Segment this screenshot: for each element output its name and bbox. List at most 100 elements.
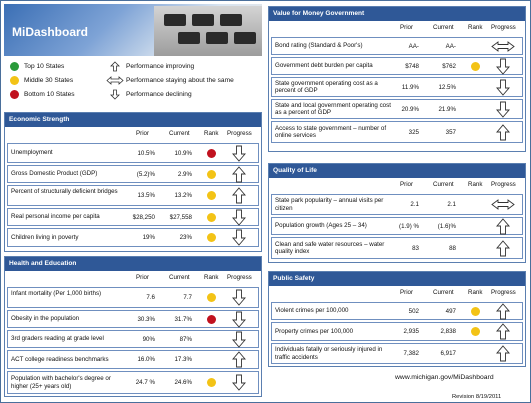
column-headers: Prior Current Rank Progress <box>5 271 261 283</box>
metric-label: Government debt burden per capita <box>275 62 373 70</box>
arrow-up-icon <box>232 351 246 368</box>
rank-yellow-dot <box>207 212 216 222</box>
footer-revision: Revision 8/19/2011 <box>452 394 502 400</box>
metric-current: 6,917 <box>440 350 456 357</box>
metric-row: Percent of structurally deficient bridge… <box>7 185 259 206</box>
column-headers: Prior Current Rank Progress <box>269 178 525 190</box>
metric-current: 21.9% <box>438 105 456 113</box>
column-header-prior: Prior <box>400 24 414 31</box>
arrow-down-icon <box>496 101 510 118</box>
metric-label: Population growth (Ages 25 – 34) <box>275 222 367 230</box>
metric-prior: $748 <box>405 62 419 70</box>
metric-prior: 325 <box>408 128 419 136</box>
metric-row: Infant mortality (Per 1,000 births) 7.6 7.… <box>7 287 259 308</box>
metric-prior: AA- <box>408 42 419 50</box>
metric-prior: $28,250 <box>132 213 155 221</box>
metric-label: State and local government operating cos… <box>275 101 391 116</box>
rank-yellow-dot <box>207 169 216 179</box>
rank-red-dot <box>207 314 216 324</box>
arrow-down-icon <box>496 79 510 96</box>
rank-yellow-dot <box>207 293 216 302</box>
column-header-rank: Rank <box>468 181 483 188</box>
metric-prior: 7.6 <box>146 294 155 301</box>
metric-label: 3rd graders reading at grade level <box>11 335 104 343</box>
metric-current: 13.2% <box>174 192 192 199</box>
arrow-down-icon <box>232 209 246 226</box>
metric-prior: 16.0% <box>137 356 155 363</box>
column-header-current: Current <box>169 274 190 281</box>
footer-url[interactable]: www.michigan.gov/MiDashboard <box>395 374 494 381</box>
metric-row: Bond rating (Standard & Poor's) AA- AA- <box>271 37 523 55</box>
arrow-up-icon <box>496 239 510 256</box>
metric-label: ACT college readiness benchmarks <box>11 355 109 363</box>
metric-row: Real personal income per capita $28,250 $2… <box>7 208 259 226</box>
arrow-up-icon <box>232 187 246 204</box>
arrow-both-icon <box>491 199 515 210</box>
column-header-rank: Rank <box>204 130 219 137</box>
column-header-current: Current <box>433 24 454 31</box>
metric-row: Government debt burden per capita $748 $76… <box>271 57 523 75</box>
metric-row: Individuals fatally or seriously injured… <box>271 343 523 364</box>
arrow-up-icon <box>496 302 510 319</box>
metric-prior: (5.2)% <box>136 170 155 178</box>
column-header-progress: Progress <box>227 130 252 137</box>
panel-economic-strength: Economic Strength Prior Current Rank Progres… <box>4 112 262 252</box>
metric-label: Individuals fatally or seriously injured… <box>275 346 383 361</box>
section-title: Public Safety <box>269 272 525 286</box>
metric-current: 7.7 <box>183 294 192 301</box>
arrow-down-icon <box>232 311 246 328</box>
metric-label: Infant mortality (Per 1,000 births) <box>11 290 102 298</box>
column-headers: Prior Current Rank Progress <box>269 21 525 33</box>
metric-prior: 20.9% <box>401 105 419 113</box>
rank-yellow-dot <box>207 378 216 387</box>
metric-row: ACT college readiness benchmarks 16.0% 17.… <box>7 350 259 369</box>
metric-current: 12.5% <box>438 83 456 91</box>
metric-row: Access to state government – number of o… <box>271 121 523 143</box>
metric-current: AA- <box>445 42 456 50</box>
metric-label: State government operating cost as a per… <box>275 79 378 94</box>
metric-row: Clean and safe water resources – water q… <box>271 237 523 259</box>
arrow-up-icon <box>496 323 510 340</box>
metric-current: 88 <box>449 244 456 252</box>
metric-current: $27,558 <box>169 213 192 221</box>
arrow-up-icon <box>496 217 510 234</box>
metric-current: 2,838 <box>440 328 456 335</box>
metric-label: Population with bachelor's degree or hig… <box>11 375 111 390</box>
metric-label: Percent of structurally deficient bridge… <box>11 188 118 196</box>
metric-label: Children living in poverty <box>11 233 79 241</box>
banner: MiDashboard <box>4 4 262 56</box>
metric-label: Real personal income per capita <box>11 213 100 221</box>
legend-bottom10: Bottom 10 States <box>24 91 75 98</box>
metric-label: Access to state government – number of o… <box>275 124 387 139</box>
column-header-progress: Progress <box>491 289 516 296</box>
metric-current: $762 <box>442 62 456 70</box>
metric-label: Bond rating (Standard & Poor's) <box>275 42 363 50</box>
arrow-both-icon <box>491 40 515 52</box>
metric-prior: 19% <box>142 234 155 241</box>
metric-label: Gross Domestic Product (GDP) <box>11 170 98 178</box>
metric-row: Children living in poverty 19% 23% <box>7 228 259 247</box>
panel-value-for-money: Value for Money Government Prior Current Ra… <box>268 6 526 152</box>
legend-declining: Performance declining <box>126 91 192 98</box>
metric-current: 23% <box>179 234 192 241</box>
rank-yellow-dot <box>207 233 216 242</box>
arrow-up-icon <box>232 165 246 182</box>
app-title: MiDashboard <box>12 25 89 39</box>
arrow-down-icon <box>232 289 246 306</box>
column-header-prior: Prior <box>136 130 150 137</box>
legend-improving: Performance improving <box>126 63 195 70</box>
section-title: Economic Strength <box>5 113 261 127</box>
metric-row: State and local government operating cos… <box>271 99 523 119</box>
metric-prior: 30.3% <box>137 315 155 323</box>
column-header-current: Current <box>169 130 190 137</box>
panel-health-education: Health and Education Prior Current Rank Prog… <box>4 256 262 397</box>
panel-quality-of-life: Quality of Life Prior Current Rank Progress S… <box>268 163 526 263</box>
metric-row: 3rd graders reading at grade level 90% 87% <box>7 330 259 348</box>
metric-row: Property crimes per 100,000 2,935 2,838 <box>271 322 523 341</box>
metric-prior: 24.7 % <box>135 379 155 386</box>
arrow-both-icon <box>106 76 124 85</box>
section-title: Value for Money Government <box>269 7 525 21</box>
top10-dot <box>10 62 19 71</box>
metric-label: State park popularity – annual visits pe… <box>275 197 384 212</box>
rank-yellow-dot <box>471 61 480 71</box>
